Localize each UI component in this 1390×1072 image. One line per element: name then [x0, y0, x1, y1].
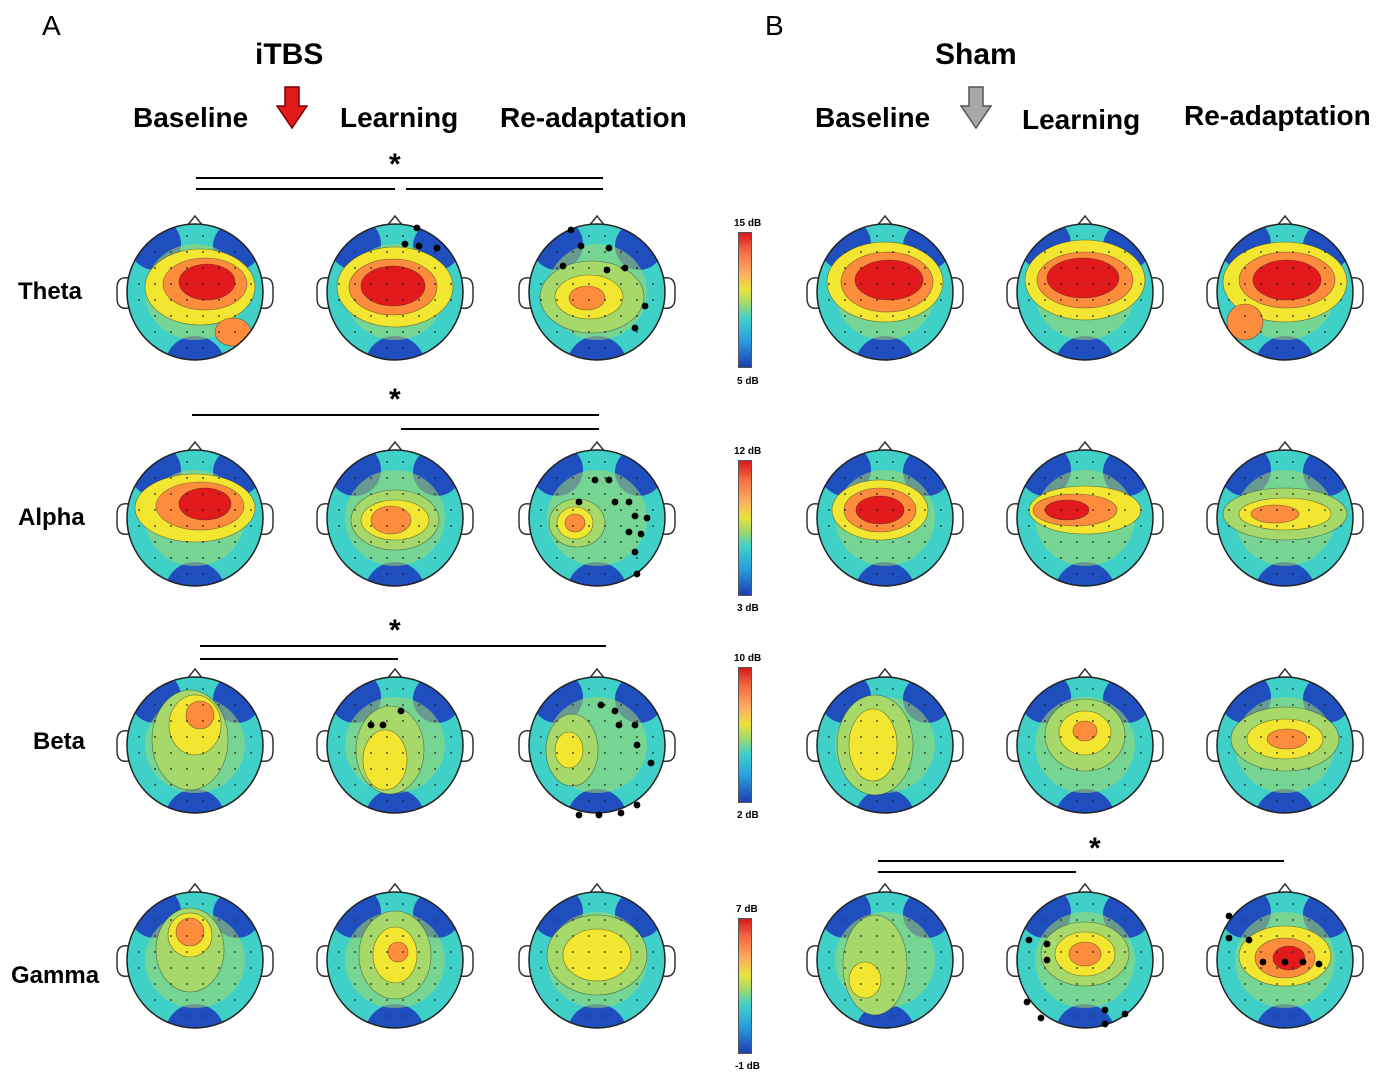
topomap-gamma-sham-learning — [1006, 882, 1164, 1029]
b-col-baseline: Baseline — [815, 102, 931, 133]
sham-title: Sham — [935, 38, 1017, 71]
itbs-title: iTBS — [255, 38, 324, 71]
cbar-beta-max: 10 dB — [734, 653, 762, 664]
topomap-theta-itbs-learning — [316, 214, 474, 361]
band-label-beta: Beta — [33, 728, 86, 755]
colorbar-gamma — [738, 918, 752, 1054]
a-col-baseline: Baseline — [133, 102, 249, 133]
topomap-theta-sham-baseline — [806, 214, 964, 361]
topomap-alpha-itbs-baseline — [116, 440, 274, 587]
topomap-beta-sham-baseline — [806, 667, 964, 814]
b-col-learning: Learning — [1022, 104, 1141, 135]
cbar-beta-min: 2 dB — [737, 810, 759, 821]
cbar-theta-min: 5 dB — [737, 376, 759, 387]
topomap-beta-sham-learning — [1006, 667, 1164, 814]
topomap-alpha-sham-baseline — [806, 440, 964, 587]
topomap-beta-itbs-readaptation — [518, 667, 676, 819]
topomap-gamma-itbs-baseline — [116, 882, 274, 1029]
sig-star-sham-gamma: * — [1089, 832, 1101, 865]
a-col-learning: Learning — [340, 102, 459, 133]
sig-star-theta: * — [389, 148, 401, 181]
sig-star-beta: * — [389, 614, 401, 647]
topomap-alpha-itbs-readaptation — [518, 440, 676, 587]
topomap-gamma-itbs-readaptation — [518, 882, 676, 1029]
cbar-theta-max: 15 dB — [734, 218, 762, 229]
b-col-readaptation: Re-adaptation — [1184, 100, 1371, 131]
topomap-theta-sham-readaptation — [1206, 214, 1364, 361]
sig-star-alpha: * — [389, 383, 401, 416]
panel-b-letter: B — [765, 10, 784, 41]
colorbar-alpha — [738, 460, 752, 596]
topomap-beta-itbs-learning — [316, 667, 474, 814]
topomap-theta-itbs-baseline — [116, 214, 274, 361]
a-col-readaptation: Re-adaptation — [500, 102, 687, 133]
topomap-gamma-sham-readaptation — [1206, 882, 1364, 1029]
band-label-alpha: Alpha — [18, 504, 85, 531]
cbar-gamma-min: -1 dB — [735, 1061, 760, 1072]
topomap-gamma-sham-baseline — [806, 882, 964, 1029]
topomap-beta-sham-readaptation — [1206, 667, 1364, 814]
panel-a-letter: A — [42, 10, 61, 41]
itbs-arrow-icon — [276, 86, 308, 130]
band-label-theta: Theta — [18, 278, 83, 305]
band-label-gamma: Gamma — [11, 962, 100, 989]
colorbar-beta — [738, 667, 752, 803]
topomap-theta-itbs-readaptation — [518, 214, 676, 361]
topomap-beta-itbs-baseline — [116, 667, 274, 814]
topomap-theta-sham-learning — [1006, 214, 1164, 361]
topomap-alpha-sham-learning — [1006, 440, 1164, 587]
topomap-alpha-sham-readaptation — [1206, 440, 1364, 587]
colorbar-theta — [738, 232, 752, 368]
topomap-alpha-itbs-learning — [316, 440, 474, 587]
cbar-alpha-max: 12 dB — [734, 446, 762, 457]
cbar-gamma-max: 7 dB — [736, 904, 758, 915]
topomap-gamma-itbs-learning — [316, 882, 474, 1029]
cbar-alpha-min: 3 dB — [737, 603, 759, 614]
sham-arrow-icon — [960, 86, 992, 130]
